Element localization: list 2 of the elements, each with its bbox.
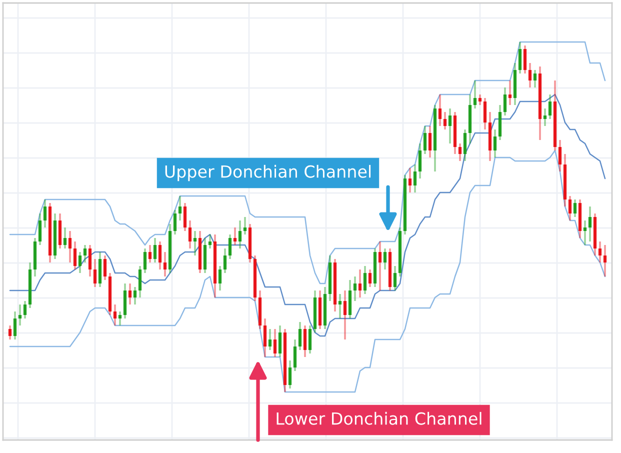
- annotation: Upper Donchian Channel: [165, 164, 371, 182]
- text: Lower Donchian Channel: [276, 412, 482, 425]
